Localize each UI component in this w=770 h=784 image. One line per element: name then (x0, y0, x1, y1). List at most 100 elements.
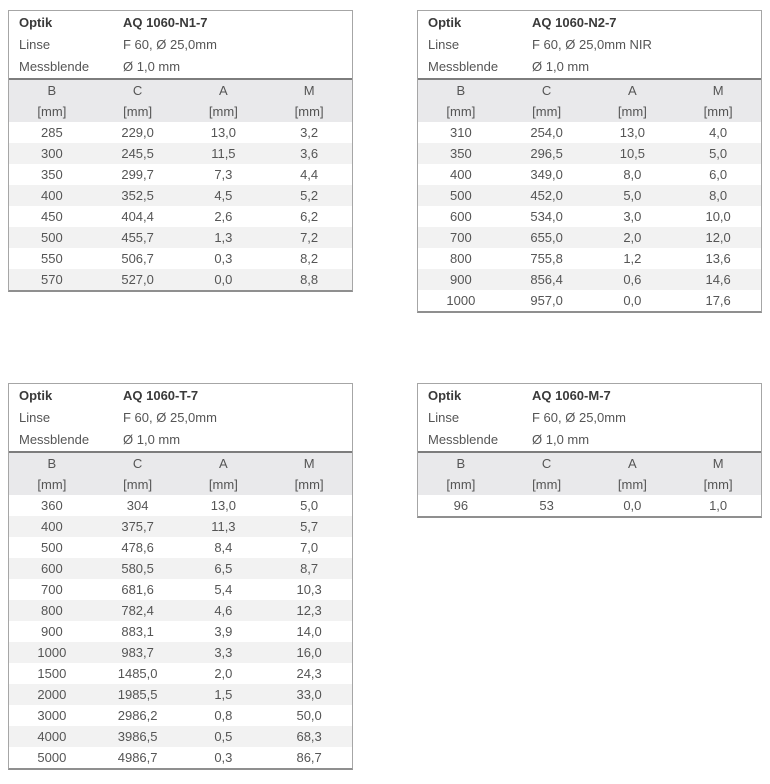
col-unit: [mm] (532, 477, 562, 492)
col-header-b: B (47, 83, 57, 98)
value-cell: 2000 (37, 687, 67, 702)
value-cell: 0,0 (623, 498, 642, 513)
value-cell: 1,3 (214, 230, 233, 245)
value-cell: 681,6 (121, 582, 154, 597)
col-header-a: A (219, 456, 228, 471)
optics-spec-table-1: Optik AQ 1060-N1-7 Linse F 60, Ø 25,0mm Mess… (8, 10, 353, 292)
value-cell: 400 (41, 519, 63, 534)
value-cell: 580,5 (121, 561, 154, 576)
value-cell: 478,6 (121, 540, 154, 555)
value-cell: 96 (453, 498, 469, 513)
value-cell: 900 (450, 272, 472, 287)
value-cell: 68,3 (296, 729, 322, 744)
table-row: 3000 2986,2 0,8 50,0 (9, 705, 352, 726)
value-cell: 550 (41, 251, 63, 266)
value-cell: 4,0 (709, 125, 728, 140)
value-cell: 4986,7 (117, 750, 158, 765)
value-cell: 700 (450, 230, 472, 245)
linse-label: Linse (19, 37, 51, 52)
value-cell: 13,6 (705, 251, 731, 266)
info-row-optik: Optik AQ 1060-N1-7 (9, 12, 352, 34)
col-header-m: M (303, 456, 315, 471)
value-cell: 983,7 (121, 645, 154, 660)
table-row: 700 681,6 5,4 10,3 (9, 579, 352, 600)
value-cell: 5,0 (623, 188, 642, 203)
value-cell: 304 (126, 498, 149, 513)
value-cell: 0,8 (214, 708, 233, 723)
value-cell: 5,2 (300, 188, 319, 203)
value-cell: 400 (450, 167, 472, 182)
column-header-band: B C A M [mm] [mm] [mm] [mm] (9, 80, 352, 122)
value-cell: 2,6 (214, 209, 233, 224)
info-row-optik: Optik AQ 1060-T-7 (9, 385, 352, 407)
value-cell: 800 (450, 251, 472, 266)
value-cell: 527,0 (121, 272, 154, 287)
table-body: 310 254,0 13,0 4,0 350 296,5 10,5 5,0 400 349,0 8,… (418, 122, 761, 311)
col-unit: [mm] (123, 477, 153, 492)
col-header-a: A (628, 456, 637, 471)
value-cell: 5,4 (214, 582, 233, 597)
value-cell: 13,0 (210, 125, 237, 140)
table-row: 1500 1485,0 2,0 24,3 (9, 663, 352, 684)
col-header-m: M (712, 83, 724, 98)
value-cell: 5,0 (709, 146, 728, 161)
messblende-label: Messblende (428, 59, 499, 74)
column-unit-row: [mm] [mm] [mm] [mm] (418, 101, 761, 122)
col-unit: [mm] (37, 104, 67, 119)
value-cell: 570 (41, 272, 63, 287)
value-cell: 404,4 (121, 209, 154, 224)
value-cell: 350 (450, 146, 472, 161)
value-cell: 782,4 (121, 603, 154, 618)
value-cell: 14,6 (705, 272, 731, 287)
value-cell: 5,0 (300, 498, 319, 513)
value-cell: 310 (450, 125, 472, 140)
table-row: 900 856,4 0,6 14,6 (418, 269, 761, 290)
column-unit-row: [mm] [mm] [mm] [mm] (9, 101, 352, 122)
value-cell: 16,0 (296, 645, 322, 660)
table-row: 570 527,0 0,0 8,8 (9, 269, 352, 290)
value-cell: 0,0 (214, 272, 233, 287)
value-cell: 3,9 (214, 624, 233, 639)
table-row: 500 452,0 5,0 8,0 (418, 185, 761, 206)
table-row: 800 782,4 4,6 12,3 (9, 600, 352, 621)
value-cell: 1985,5 (117, 687, 158, 702)
value-cell: 24,3 (296, 666, 322, 681)
value-cell: 1000 (446, 293, 476, 308)
column-header-band: B C A M [mm] [mm] [mm] [mm] (418, 453, 761, 495)
col-unit: [mm] (446, 477, 476, 492)
column-header-band: B C A M [mm] [mm] [mm] [mm] (418, 80, 761, 122)
optik-value: AQ 1060-N1-7 (123, 15, 208, 30)
info-row-messblende: Messblende Ø 1,0 mm (9, 56, 352, 78)
col-header-c: C (132, 456, 143, 471)
value-cell: 2,0 (214, 666, 233, 681)
value-cell: 1485,0 (117, 666, 158, 681)
col-header-a: A (628, 83, 637, 98)
info-row-linse: Linse F 60, Ø 25,0mm (9, 34, 352, 56)
optik-label: Optik (19, 388, 53, 403)
value-cell: 299,7 (121, 167, 154, 182)
value-cell: 10,3 (296, 582, 322, 597)
value-cell: 3,3 (214, 645, 233, 660)
col-header-m: M (712, 456, 724, 471)
value-cell: 8,0 (709, 188, 728, 203)
col-unit: [mm] (208, 104, 238, 119)
col-header-a: A (219, 83, 228, 98)
value-cell: 86,7 (296, 750, 322, 765)
messblende-value: Ø 1,0 mm (532, 432, 590, 447)
value-cell: 3986,5 (117, 729, 158, 744)
col-header-c: C (132, 83, 143, 98)
optics-spec-table-3: Optik AQ 1060-T-7 Linse F 60, Ø 25,0mm Messb… (8, 383, 353, 770)
value-cell: 13,0 (210, 498, 237, 513)
table-row: 450 404,4 2,6 6,2 (9, 206, 352, 227)
optik-label: Optik (428, 388, 462, 403)
value-cell: 500 (41, 230, 63, 245)
value-cell: 8,0 (623, 167, 642, 182)
value-cell: 4,5 (214, 188, 233, 203)
table-row: 800 755,8 1,2 13,6 (418, 248, 761, 269)
value-cell: 11,5 (211, 146, 236, 161)
table-row: 500 455,7 1,3 7,2 (9, 227, 352, 248)
linse-value: F 60, Ø 25,0mm (123, 37, 217, 52)
value-cell: 1,5 (214, 687, 233, 702)
value-cell: 452,0 (530, 188, 563, 203)
